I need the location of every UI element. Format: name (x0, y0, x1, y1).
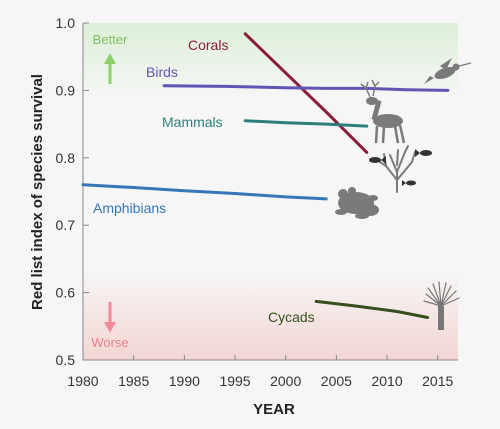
frog-icon (335, 187, 379, 219)
cycad-icon (423, 281, 460, 330)
series-line-mammals (243, 119, 369, 128)
y-tick-label: 0.6 (56, 285, 76, 301)
x-tick-label: 1995 (219, 373, 250, 389)
x-axis-title: YEAR (253, 401, 295, 418)
series-line-amphibians (81, 183, 328, 201)
x-tick-label: 2005 (321, 373, 352, 389)
series-line-birds (162, 84, 450, 92)
down-arrow-icon (104, 322, 116, 333)
up-arrow-icon (104, 53, 116, 64)
x-tick-label: 1985 (118, 373, 149, 389)
y-ticks: 0.5 0.6 0.7 0.8 0.9 1.0 (56, 15, 89, 368)
y-tick-label: 0.8 (56, 150, 76, 166)
y-tick-label: 0.9 (56, 82, 76, 98)
deer-icon (360, 79, 406, 144)
y-axis-title: Red list index of species survival (29, 74, 46, 310)
worse-indicator: Worse (91, 302, 129, 350)
hummingbird-icon (424, 58, 472, 84)
x-tick-label: 2010 (371, 373, 402, 389)
series-label-corals: Corals (188, 37, 228, 53)
series-label-amphibians: Amphibians (93, 200, 166, 216)
x-tick-label: 2015 (422, 373, 453, 389)
x-tick-label: 1980 (67, 373, 98, 389)
x-ticks: 1980 1985 1990 1995 2000 2005 2010 2015 (67, 355, 454, 389)
x-tick-label: 1990 (169, 373, 200, 389)
series-line-corals (243, 32, 369, 154)
worse-zone (83, 270, 458, 360)
series-line-cycads (314, 299, 430, 319)
series-label-cycads: Cycads (268, 309, 315, 325)
series-label-mammals: Mammals (162, 114, 223, 130)
better-label: Better (93, 32, 128, 47)
series-label-birds: Birds (146, 64, 178, 80)
y-tick-label: 0.7 (56, 217, 76, 233)
better-zone (83, 23, 458, 98)
fish-icon (369, 149, 432, 186)
better-indicator: Better (93, 32, 128, 84)
worse-label: Worse (91, 335, 128, 350)
series-layer (81, 32, 450, 319)
y-tick-label: 1.0 (56, 15, 76, 31)
y-tick-label: 0.5 (56, 352, 76, 368)
x-tick-label: 2000 (270, 373, 301, 389)
